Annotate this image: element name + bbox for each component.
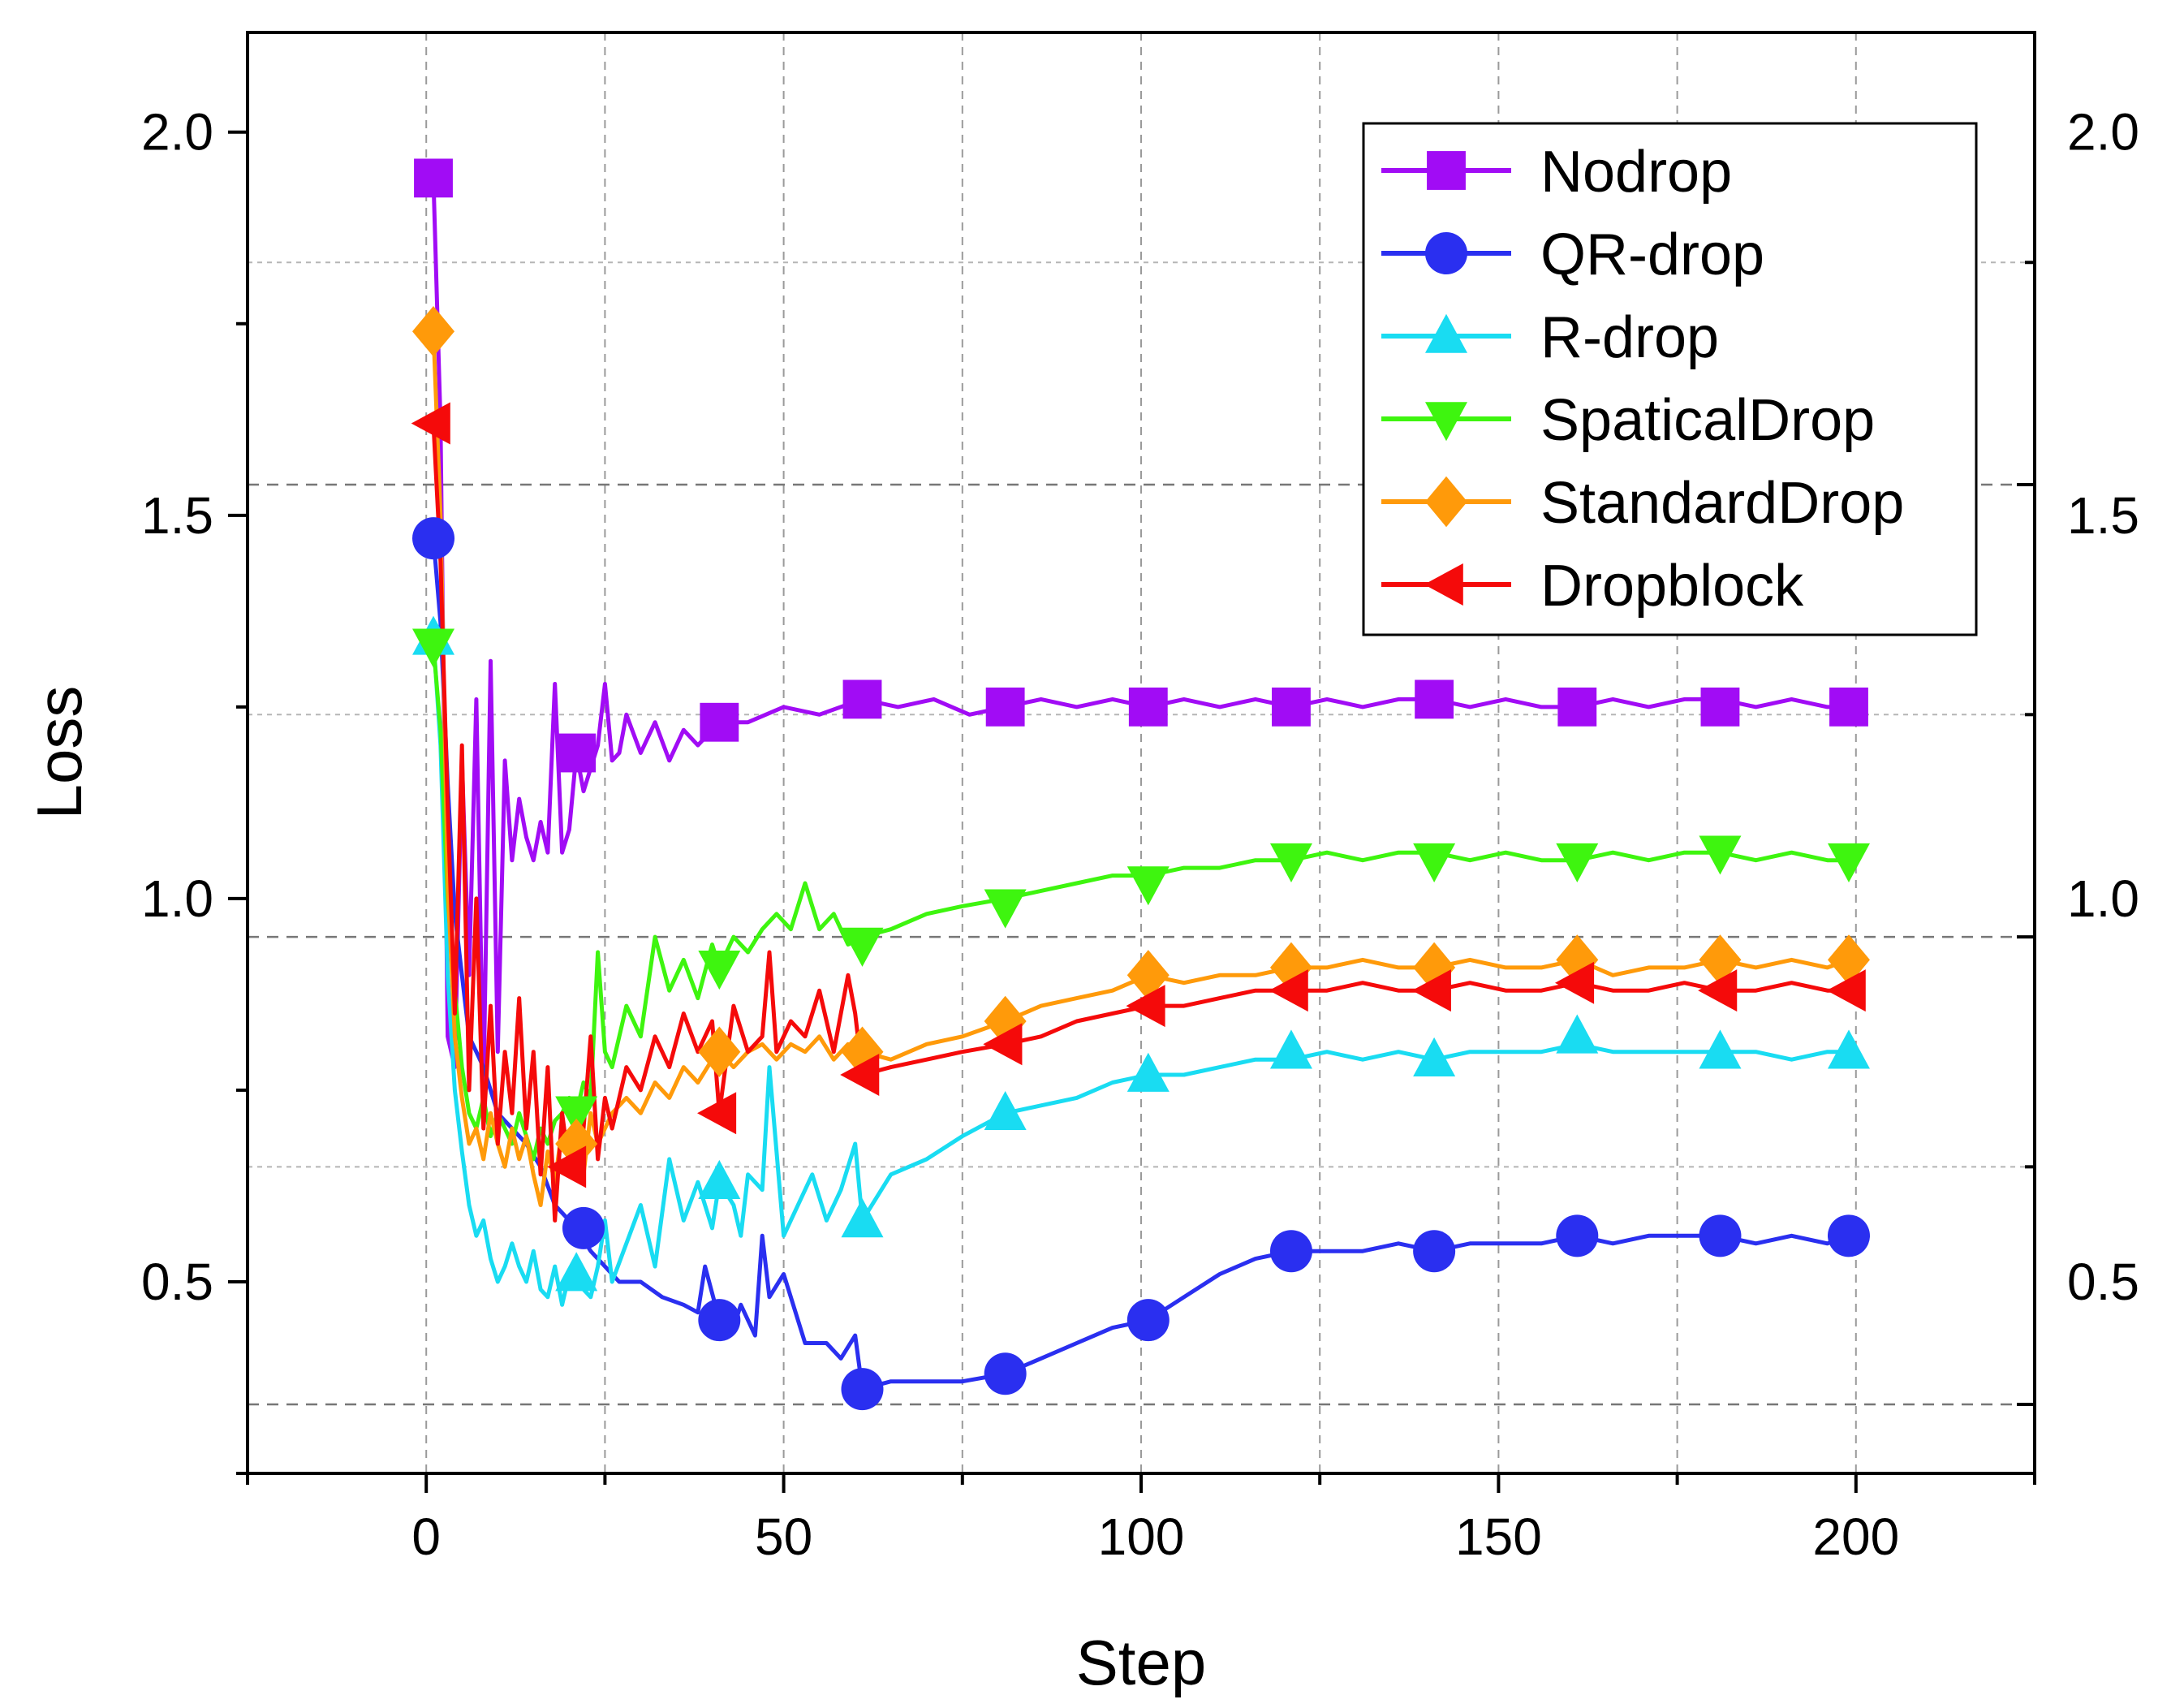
legend-r-drop-label: R-drop [1540,305,1719,370]
qr-drop-marker [1827,1214,1870,1257]
legend: Nodrop QR-drop R-drop SpaticalDrop StandardD… [1362,122,1978,636]
spaticaldrop-marker [1699,835,1742,875]
legend-dropblock-label: Dropblock [1540,554,1804,619]
r-drop-marker [1269,1029,1312,1069]
standarddrop-marker [555,1118,598,1170]
spaticaldrop-marker [1827,843,1870,882]
legend-spaticaldrop-marker [1425,402,1467,442]
dropblock-marker [1826,969,1866,1012]
x-tick-label: 200 [1812,1507,1899,1566]
r-drop-marker [698,1159,741,1200]
qr-drop-marker [1126,1299,1170,1342]
nodrop-marker [1128,687,1168,727]
r-drop-marker [1699,1029,1742,1069]
axes: 0 50 100 150 200 0.5 1.0 1.5 2.0 0.5 1.0 1.5 2.0 [141,103,2139,1566]
legend-qr-drop-label: QR-drop [1540,222,1764,287]
dropblock-marker [1554,961,1595,1004]
qr-drop-marker [562,1206,605,1249]
qr-drop-line [431,537,1850,1391]
x-tick-label: 150 [1455,1507,1542,1566]
x-tick-label: 50 [755,1507,812,1566]
dropblock-marker [1698,969,1738,1012]
spaticaldrop-marker [1126,866,1170,906]
dropblock-marker [840,1054,880,1097]
spaticaldrop-marker [984,889,1027,929]
standarddrop-marker [1827,934,1870,986]
standarddrop-marker [698,1026,741,1077]
nodrop-marker [842,679,882,719]
nodrop-marker [1415,679,1454,719]
standarddrop-marker [412,306,455,357]
y-tick-label: 0.5 [141,1253,213,1311]
qr-drop-marker [984,1352,1027,1395]
qr-drop-marker [412,517,455,560]
series-markers [411,158,1870,1411]
standarddrop-marker [1556,934,1599,986]
r-drop-marker [1556,1014,1599,1054]
qr-drop-marker [1269,1230,1312,1273]
right-tick-label: 0.5 [2067,1253,2139,1311]
spaticaldrop-marker [1556,843,1599,882]
legend-nodrop-marker [1427,151,1466,190]
y-tick-label: 1.0 [141,869,213,928]
r-drop-marker [1827,1029,1870,1069]
nodrop-marker [1557,687,1597,727]
spaticaldrop-marker [841,927,884,967]
qr-drop-marker [698,1299,741,1342]
legend-qr-drop-marker [1425,232,1467,274]
dropblock-marker [697,1092,737,1135]
nodrop-marker [414,158,453,198]
x-tick-label: 100 [1098,1507,1185,1566]
standarddrop-marker [1699,934,1742,986]
dropblock-marker [547,1145,587,1188]
qr-drop-marker [1556,1214,1599,1257]
y-tick-label: 1.5 [141,486,213,545]
y-tick-label: 2.0 [141,103,213,162]
x-axis-title: Step [1076,1627,1206,1698]
dropblock-marker [983,1023,1023,1066]
qr-drop-marker [1699,1214,1742,1257]
nodrop-marker [1700,687,1740,727]
spaticaldrop-marker [1413,843,1456,882]
dropblock-marker [1269,969,1308,1012]
qr-drop-marker [1413,1230,1456,1273]
legend-standarddrop-label: StandardDrop [1540,471,1904,536]
nodrop-marker [1272,687,1311,727]
dropblock-marker [411,402,450,445]
right-tick-label: 1.5 [2067,486,2139,545]
r-drop-marker [984,1090,1027,1131]
r-drop-marker [1126,1052,1170,1092]
legend-r-drop-marker [1425,313,1467,353]
nodrop-marker [985,687,1025,727]
legend-nodrop-label: Nodrop [1540,140,1732,205]
r-drop-marker [841,1198,884,1238]
standarddrop-marker [1126,950,1170,1001]
right-tick-label: 2.0 [2067,103,2139,162]
qr-drop-marker [841,1368,884,1411]
legend-box [1362,122,1978,636]
right-tick-label: 1.0 [2067,869,2139,928]
spaticaldrop-marker [1269,843,1312,882]
dropblock-marker [1411,969,1451,1012]
nodrop-marker [557,733,597,773]
r-drop-marker [555,1252,598,1292]
y-axis-title: Loss [24,686,95,820]
x-tick-label: 0 [411,1507,441,1566]
nodrop-marker [1829,687,1868,727]
nodrop-marker [700,702,739,742]
legend-spaticaldrop-label: SpaticalDrop [1540,388,1875,453]
legend-dropblock-marker [1424,563,1463,606]
spaticaldrop-marker [555,1096,598,1136]
r-drop-marker [1413,1037,1456,1076]
legend-standarddrop-marker [1425,476,1467,528]
dropblock-marker [1126,985,1165,1028]
spaticaldrop-marker [698,951,741,990]
spaticaldrop-marker [412,628,455,668]
